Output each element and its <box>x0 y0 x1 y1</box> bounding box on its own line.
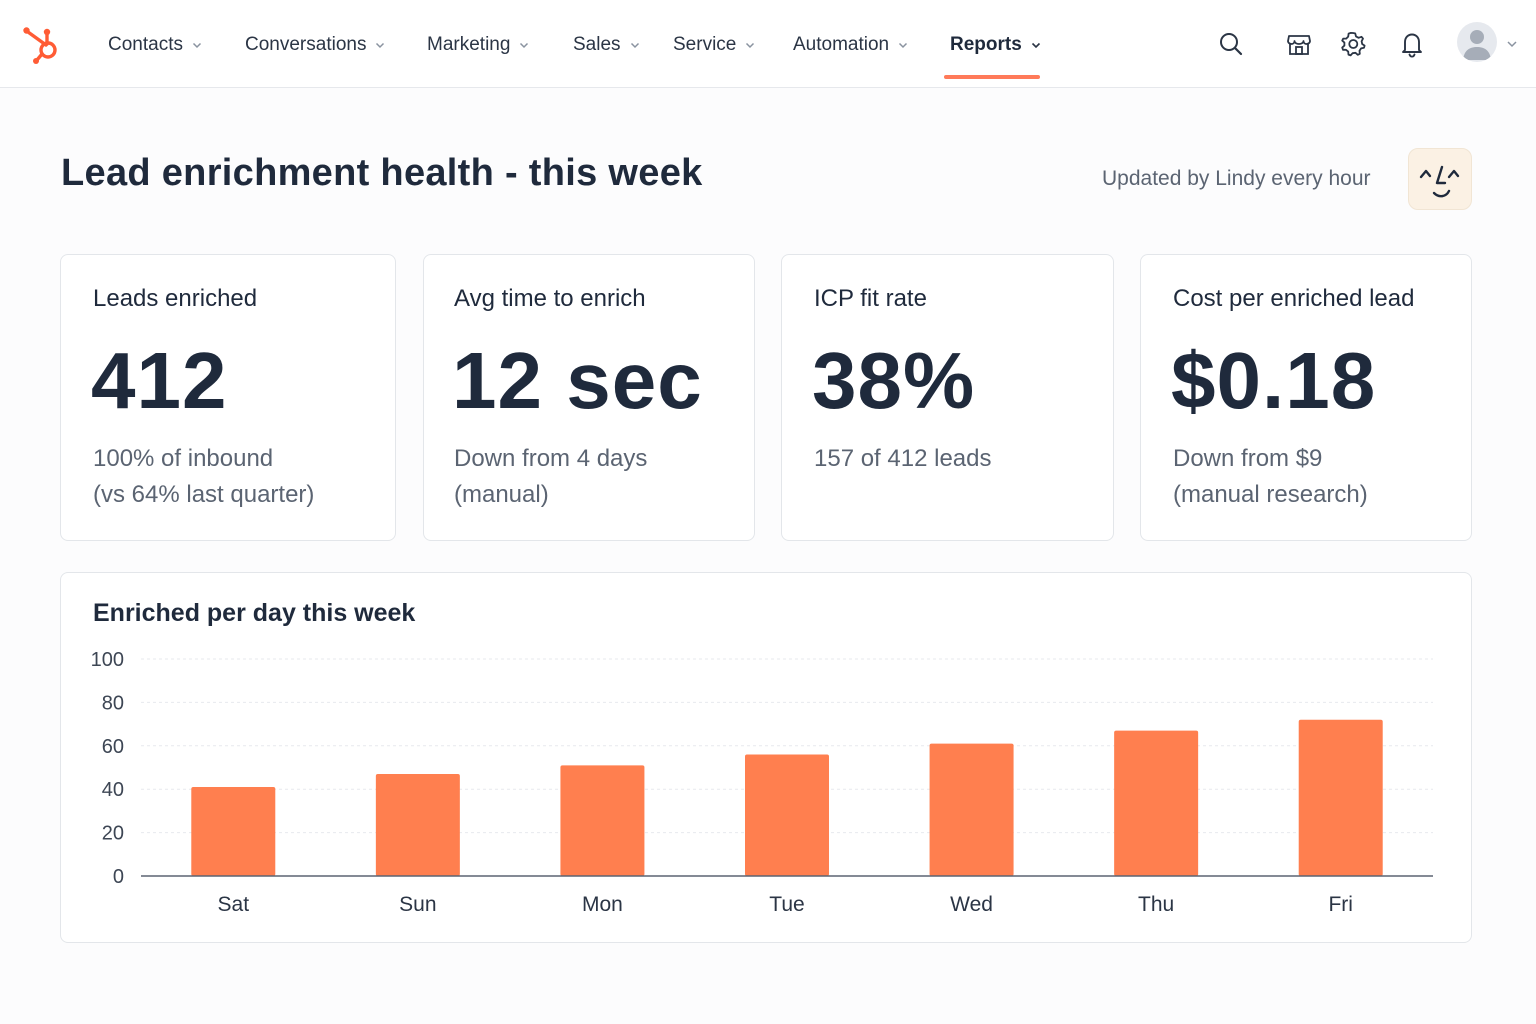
card-value: 12 sec <box>452 336 703 425</box>
bar-tue <box>745 754 829 876</box>
nav-label: Service <box>673 34 737 55</box>
nav-conversations[interactable]: Conversations <box>245 30 386 60</box>
chevron-down-icon <box>376 42 385 49</box>
stat-card-avg-time: Avg time to enrich 12 sec Down from 4 da… <box>423 254 755 541</box>
page-title: Lead enrichment health - this week <box>61 152 703 194</box>
card-subtext-line: (manual research) <box>1173 481 1368 508</box>
card-subtext: 157 of 412 leads <box>814 441 991 477</box>
nav-automation[interactable]: Automation <box>793 30 909 60</box>
card-subtext-line: 157 of 412 leads <box>814 445 992 472</box>
x-tick-label: Sun <box>399 893 436 916</box>
card-subtext-line: 100% of inbound <box>93 445 274 472</box>
card-title: Cost per enriched lead <box>1173 285 1415 312</box>
lindy-badge[interactable] <box>1408 148 1472 210</box>
bell-icon[interactable] <box>1396 28 1428 60</box>
stat-card-cost-per-lead: Cost per enriched lead $0.18 Down from $… <box>1140 254 1472 541</box>
bar-sun <box>375 774 460 876</box>
gear-icon[interactable] <box>1337 28 1369 60</box>
x-tick-label: Sat <box>218 893 250 916</box>
nav-service[interactable]: Service <box>673 30 756 60</box>
card-title: ICP fit rate <box>814 285 927 312</box>
card-subtext: 100% of inbound (vs 64% last quarter) <box>93 441 314 513</box>
active-tab-indicator <box>944 75 1040 79</box>
y-tick-label: 100 <box>91 649 124 671</box>
bar-thu <box>1114 730 1199 876</box>
y-tick-label: 20 <box>102 823 124 845</box>
lindy-face-icon <box>1419 165 1460 198</box>
x-tick-label: Thu <box>1138 893 1174 916</box>
bar-sat <box>191 787 276 876</box>
bar-wed <box>929 743 1014 876</box>
avatar[interactable] <box>1457 22 1497 62</box>
chevron-down-icon <box>1031 42 1040 49</box>
card-subtext-line: Down from $9 <box>1173 445 1323 472</box>
chevron-down-icon[interactable] <box>1505 37 1519 51</box>
card-subtext-line: (vs 64% last quarter) <box>93 481 315 508</box>
nav-contacts[interactable]: Contacts <box>108 30 203 60</box>
chart-title: Enriched per day this week <box>93 599 416 627</box>
y-tick-label: 60 <box>102 736 124 758</box>
nav-marketing[interactable]: Marketing <box>427 30 530 60</box>
chevron-down-icon <box>899 42 908 49</box>
card-subtext-line: (manual) <box>454 481 549 508</box>
card-subtext: Down from $9 (manual research) <box>1173 441 1368 513</box>
hubspot-logo-icon[interactable] <box>20 23 64 67</box>
card-title: Avg time to enrich <box>454 285 646 312</box>
card-value: 38% <box>812 336 976 425</box>
top-nav: Contacts Conversations Marketing Sales S… <box>0 0 1536 88</box>
x-tick-label: Fri <box>1328 893 1353 916</box>
stat-card-icp-fit-rate: ICP fit rate 38% 157 of 412 leads <box>781 254 1114 541</box>
chevron-down-icon <box>520 42 529 49</box>
chart-card: Enriched per day this week 0 20 40 60 80 100 S… <box>60 572 1472 943</box>
y-tick-label: 80 <box>102 692 124 714</box>
bar-fri <box>1298 719 1383 876</box>
card-subtext-line: Down from 4 days <box>454 445 648 472</box>
nav-label: Automation <box>793 34 890 55</box>
nav-label: Reports <box>950 34 1022 55</box>
nav-label: Contacts <box>108 34 183 55</box>
y-tick-label: 40 <box>102 779 124 801</box>
chevron-down-icon <box>630 42 639 49</box>
search-icon[interactable] <box>1215 28 1247 60</box>
card-title: Leads enriched <box>93 285 258 312</box>
nav-label: Sales <box>573 34 621 55</box>
x-tick-label: Mon <box>582 893 623 916</box>
bar-chart: 0 20 40 60 80 100 Sat Sun Mon Tue Wed Thu Fri <box>91 649 1433 916</box>
user-icon <box>1463 30 1491 60</box>
card-value: $0.18 <box>1171 336 1377 425</box>
chevron-down-icon <box>192 42 202 49</box>
x-tick-label: Tue <box>769 893 804 916</box>
nav-reports[interactable]: Reports <box>950 30 1042 60</box>
x-tick-label: Wed <box>950 893 993 916</box>
card-subtext: Down from 4 days (manual) <box>454 441 647 513</box>
updated-status: Updated by Lindy every hour <box>1102 167 1371 190</box>
chevron-down-icon <box>746 42 755 49</box>
nav-label: Conversations <box>245 34 367 55</box>
y-tick-label: 0 <box>113 866 124 888</box>
stat-card-leads-enriched: Leads enriched 412 100% of inbound (vs 6… <box>60 254 396 541</box>
card-value: 412 <box>91 336 228 425</box>
bar-mon <box>560 765 645 876</box>
marketplace-icon[interactable] <box>1283 28 1315 60</box>
nav-label: Marketing <box>427 34 511 55</box>
nav-sales[interactable]: Sales <box>573 30 641 60</box>
